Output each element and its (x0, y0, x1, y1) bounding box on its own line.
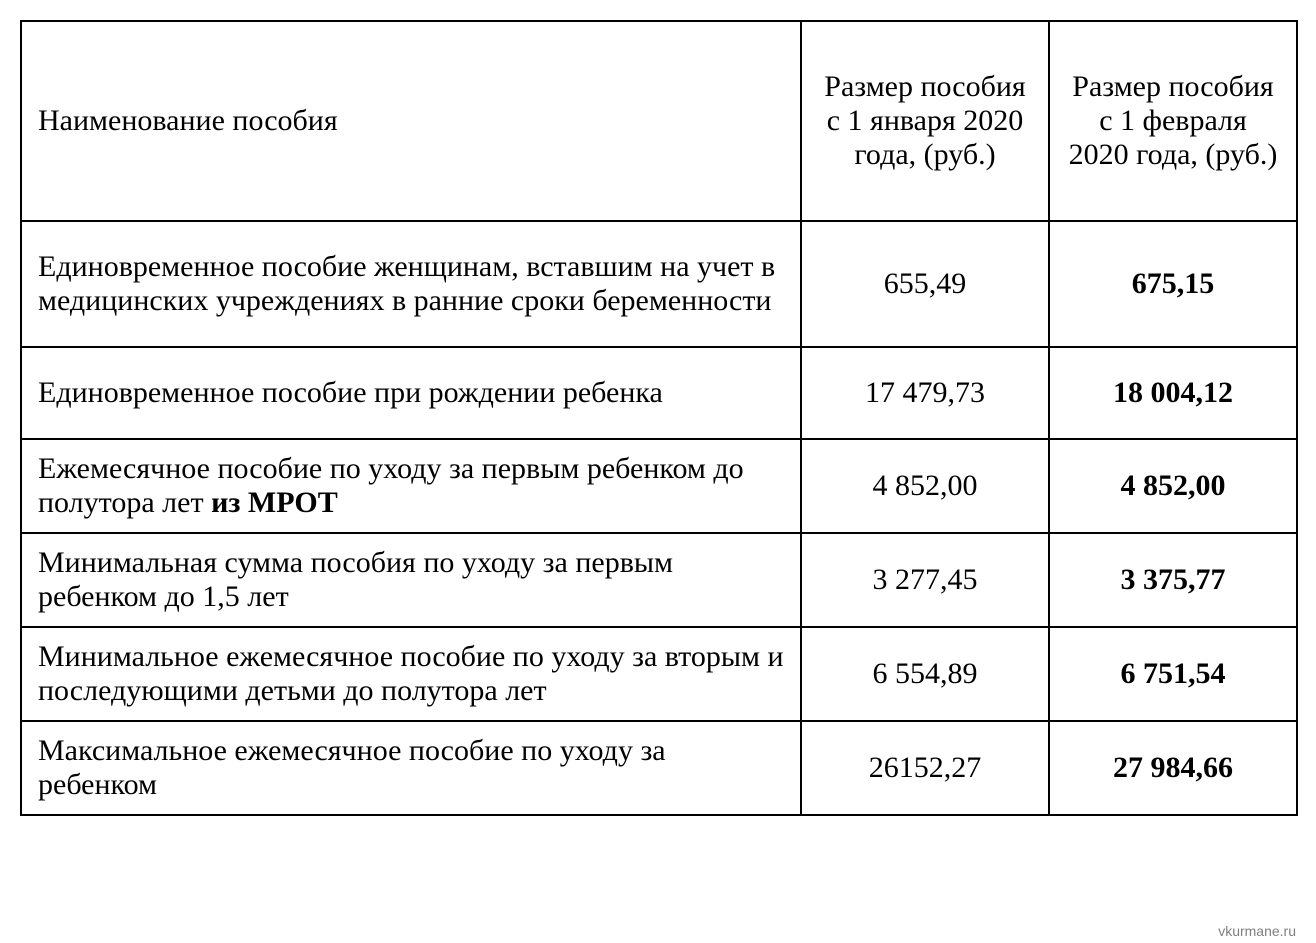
cell-february-value: 4 852,00 (1049, 439, 1297, 533)
cell-benefit-name: Минимальная сумма пособия по уходу за пе… (21, 533, 801, 627)
benefit-name-text: Минимальная сумма пособия по уходу за пе… (38, 546, 673, 613)
header-february: Размер пособия с 1 февраля 2020 года, (р… (1049, 21, 1297, 221)
cell-january-value: 3 277,45 (801, 533, 1049, 627)
table-body: Единовременное пособие женщинам, вставши… (21, 221, 1297, 815)
cell-january-value: 655,49 (801, 221, 1049, 347)
benefit-name-text: Единовременное пособие женщинам, вставши… (38, 250, 775, 317)
cell-benefit-name: Единовременное пособие женщинам, вставши… (21, 221, 801, 347)
benefit-name-text: Ежемесячное пособие по уходу за первым р… (38, 452, 744, 519)
benefit-name-text: Минимальное ежемесячное пособие по уходу… (38, 640, 784, 707)
header-january: Размер пособия с 1 января 2020 года, (ру… (801, 21, 1049, 221)
cell-benefit-name: Единовременное пособие при рождении ребе… (21, 347, 801, 439)
table-row: Минимальное ежемесячное пособие по уходу… (21, 627, 1297, 721)
cell-february-value: 18 004,12 (1049, 347, 1297, 439)
cell-february-value: 675,15 (1049, 221, 1297, 347)
benefit-name-bold-suffix: из МРОТ (211, 486, 338, 519)
table-row: Единовременное пособие женщинам, вставши… (21, 221, 1297, 347)
table-row: Ежемесячное пособие по уходу за первым р… (21, 439, 1297, 533)
header-name: Наименование пособия (21, 21, 801, 221)
cell-january-value: 6 554,89 (801, 627, 1049, 721)
benefit-name-text: Максимальное ежемесячное пособие по уход… (38, 734, 666, 801)
table-row: Минимальная сумма пособия по уходу за пе… (21, 533, 1297, 627)
cell-benefit-name: Минимальное ежемесячное пособие по уходу… (21, 627, 801, 721)
cell-february-value: 27 984,66 (1049, 721, 1297, 815)
cell-benefit-name: Максимальное ежемесячное пособие по уход… (21, 721, 801, 815)
benefits-table: Наименование пособия Размер пособия с 1 … (20, 20, 1298, 816)
cell-january-value: 17 479,73 (801, 347, 1049, 439)
cell-january-value: 4 852,00 (801, 439, 1049, 533)
table-row: Максимальное ежемесячное пособие по уход… (21, 721, 1297, 815)
cell-february-value: 6 751,54 (1049, 627, 1297, 721)
cell-january-value: 26152,27 (801, 721, 1049, 815)
benefit-name-text: Единовременное пособие при рождении ребе… (38, 376, 663, 409)
cell-benefit-name: Ежемесячное пособие по уходу за первым р… (21, 439, 801, 533)
table-header-row: Наименование пособия Размер пособия с 1 … (21, 21, 1297, 221)
watermark-text: vkurmane.ru (1218, 923, 1296, 939)
cell-february-value: 3 375,77 (1049, 533, 1297, 627)
table-row: Единовременное пособие при рождении ребе… (21, 347, 1297, 439)
